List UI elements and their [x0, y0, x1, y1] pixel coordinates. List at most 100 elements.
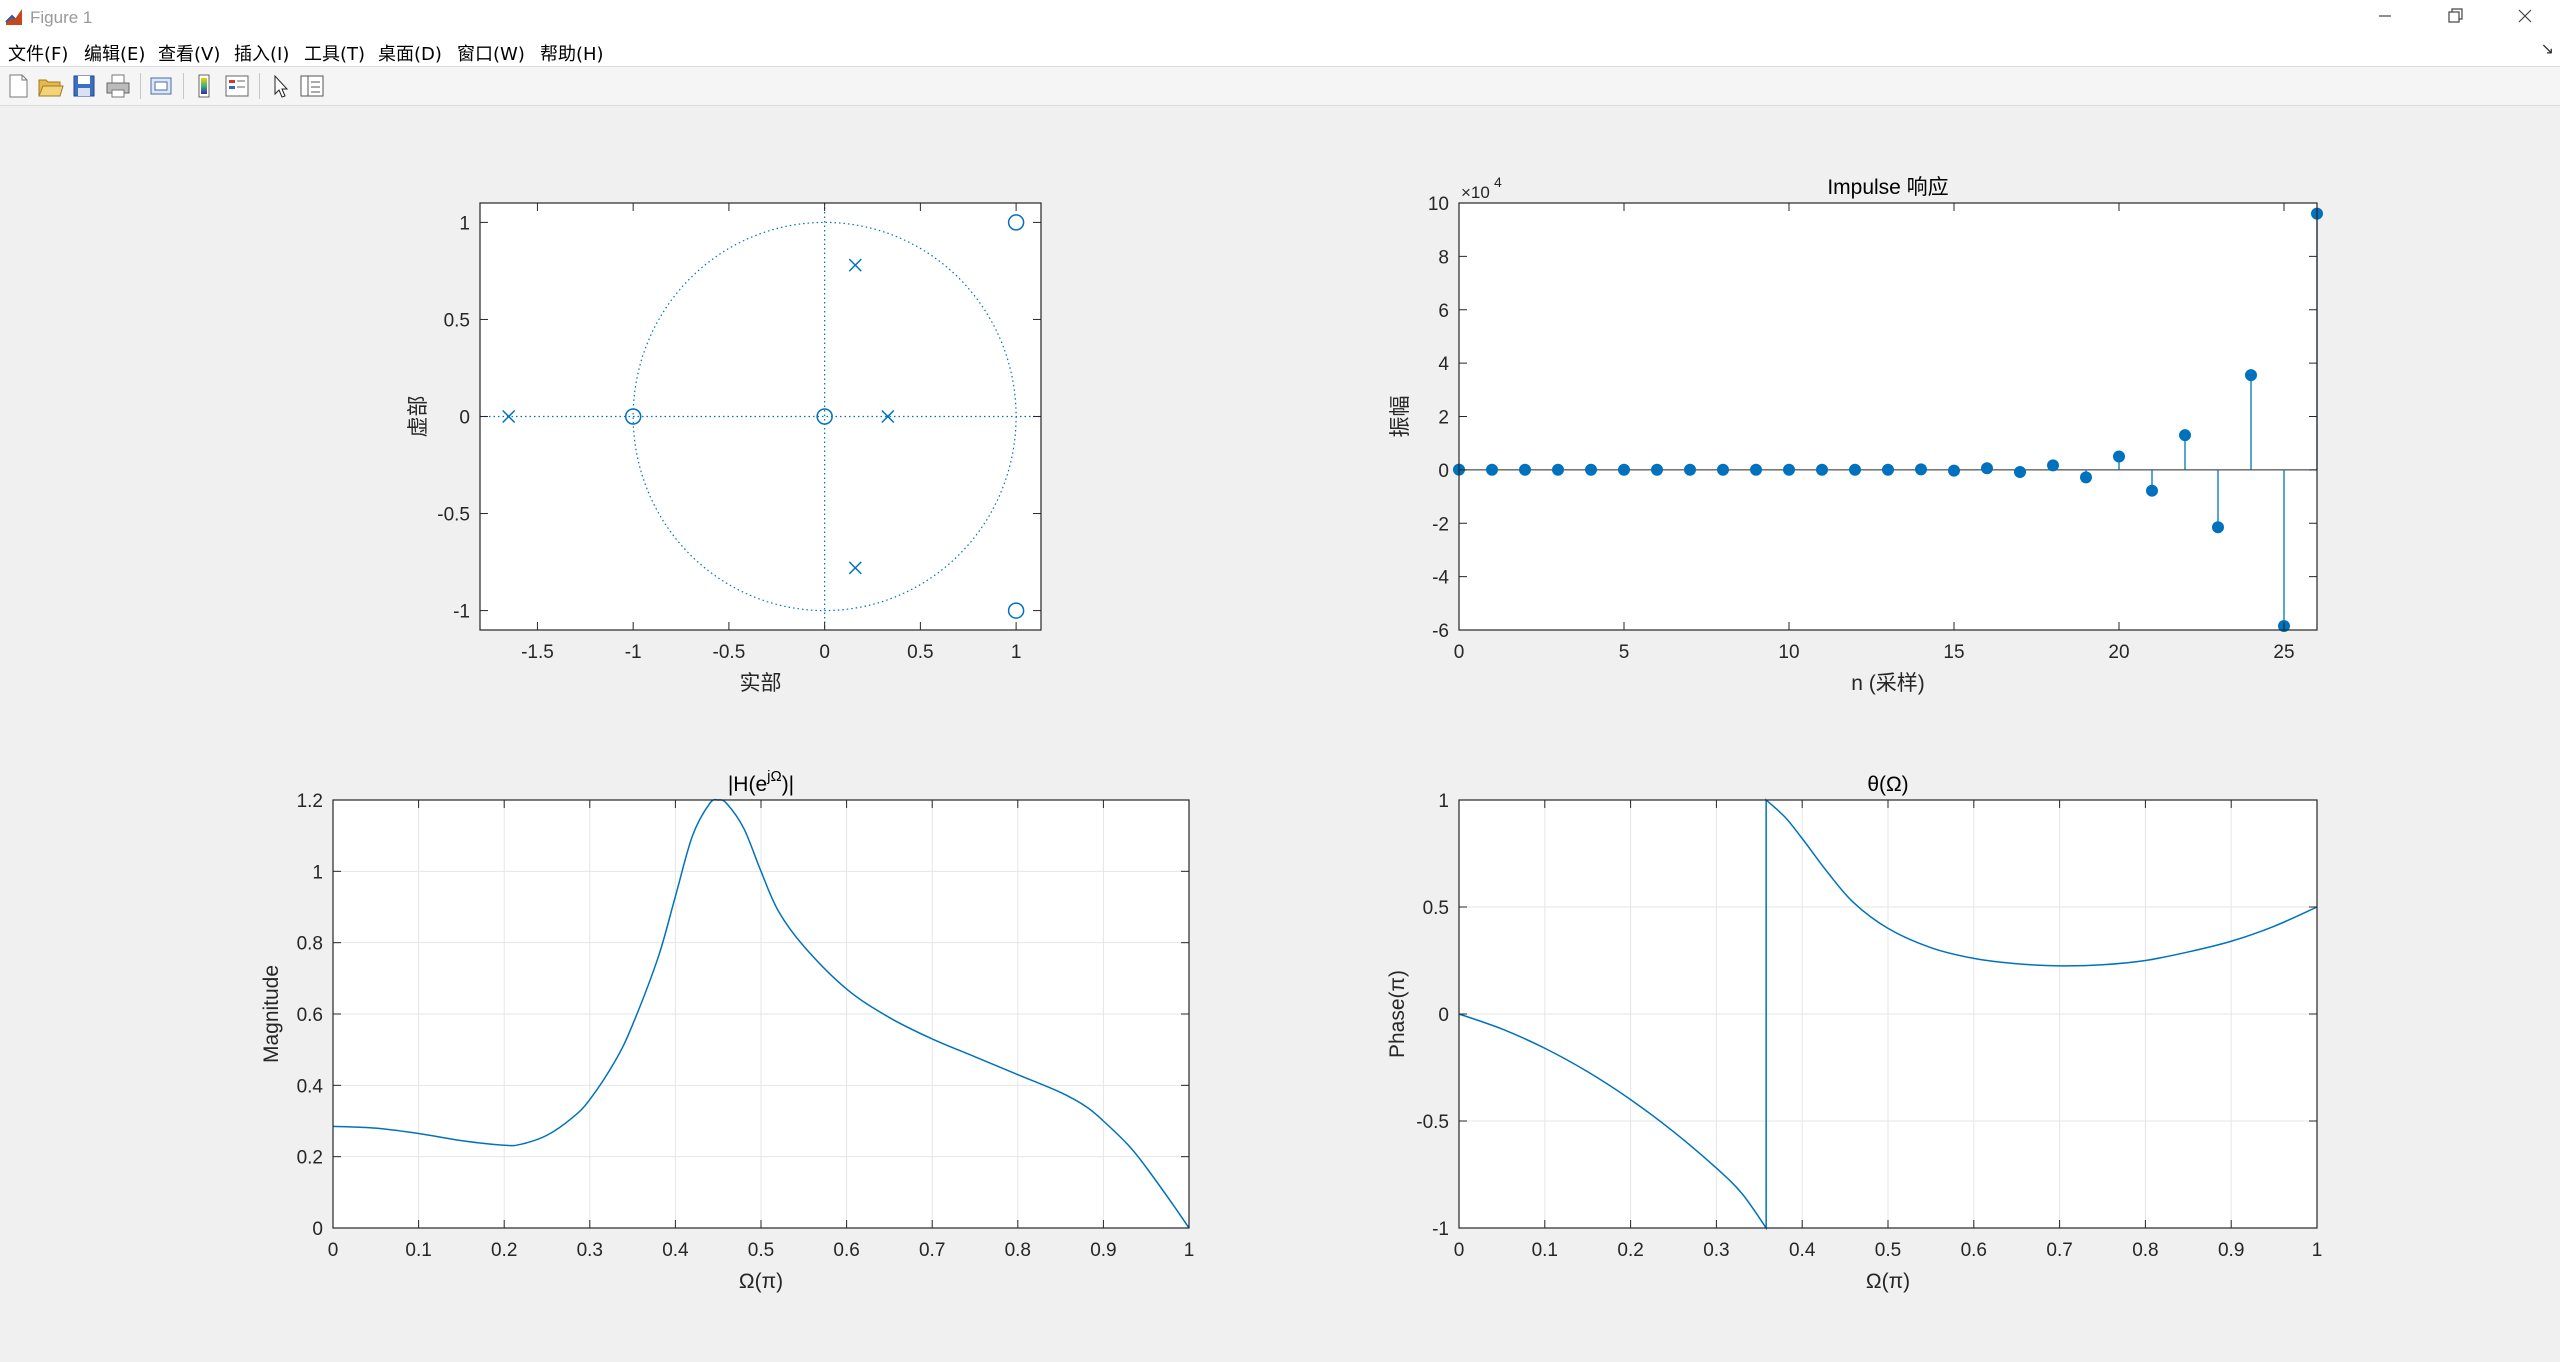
title-main: |H(e — [728, 773, 767, 796]
y-tick-label: 2 — [1438, 408, 1449, 429]
x-tick-label: 0.9 — [1090, 1240, 1116, 1261]
y-tick-label: 0.2 — [297, 1148, 323, 1169]
save-icon[interactable] — [70, 72, 98, 100]
y-tick-label: -0.5 — [437, 505, 470, 526]
pole-marker-stroke — [848, 258, 862, 272]
x-tick-label: 20 — [2108, 642, 2129, 663]
axes-frame — [332, 799, 1190, 1229]
property-editor-icon[interactable] — [223, 72, 251, 100]
stem-marker — [1948, 464, 1960, 477]
restore-icon[interactable] — [2425, 0, 2485, 33]
chart-title: θ(Ω) — [1867, 773, 1908, 796]
y-axis-label: Magnitude — [260, 965, 283, 1063]
x-tick-label: 0.8 — [1005, 1240, 1031, 1261]
y-tick-label: 1.2 — [297, 791, 323, 812]
x-tick-label: 0.7 — [2046, 1240, 2072, 1261]
menu-insert[interactable]: 插入(I) — [234, 44, 290, 65]
minimize-icon[interactable] — [2355, 0, 2415, 33]
toolbar-separator — [140, 73, 141, 99]
y-axis-label: 虚部 — [407, 396, 430, 438]
pole-marker-stroke — [881, 409, 895, 424]
x-axis-label: 实部 — [740, 672, 782, 695]
x-tick-label: 0.7 — [919, 1240, 945, 1261]
window-title-bar: Figure 1 — [0, 0, 2560, 33]
pole-marker-stroke — [848, 561, 862, 575]
pole-marker-stroke — [881, 409, 895, 424]
x-tick-label: 0 — [1454, 1240, 1465, 1261]
axes-4: 0 0.1 0.2 0.3 0.4 0.5 0.6 0.7 0.8 0.9 1 -1 -0.5 0 0.5 1… — [1386, 773, 2322, 1293]
new-figure-icon[interactable] — [4, 72, 32, 100]
x-axis-label: Ω(π) — [739, 1270, 783, 1293]
menu-file[interactable]: 文件(F) — [8, 44, 69, 65]
print-preview-icon[interactable] — [147, 72, 175, 100]
toolbar-separator — [259, 73, 260, 99]
open-file-icon[interactable] — [36, 72, 64, 100]
x-tick-label: 0.5 — [748, 1240, 774, 1261]
menu-view[interactable]: 查看(V) — [158, 44, 221, 65]
stem-marker — [2080, 471, 2092, 484]
link-plot-icon[interactable] — [190, 72, 218, 100]
stem-marker — [2278, 619, 2290, 632]
pointer-icon[interactable] — [266, 72, 294, 100]
plot-area — [1459, 203, 2317, 630]
axes-frame — [1458, 799, 2318, 1229]
x-tick-label: 1 — [2312, 1240, 2323, 1261]
x-tick-label: 0.1 — [405, 1240, 431, 1261]
x-tick-label: -1.5 — [521, 642, 554, 663]
x-tick-label: 0.2 — [1617, 1240, 1643, 1261]
stem-marker — [2311, 207, 2323, 220]
stem-marker — [2146, 484, 2158, 497]
y-tick-label: -6 — [1432, 621, 1449, 642]
series-line — [1458, 798, 2318, 1231]
title-superscript: jΩ — [766, 768, 782, 785]
y-axis-label: 振幅 — [1389, 396, 1412, 438]
pole-marker — [848, 561, 862, 575]
stem-marker — [1750, 463, 1762, 476]
y-tick-label: 0 — [1438, 1005, 1449, 1026]
pole-marker — [502, 409, 516, 424]
x-axis-label: Ω(π) — [1866, 1270, 1910, 1293]
x-tick-label: 25 — [2273, 642, 2294, 663]
menu-edit[interactable]: 编辑(E) — [84, 44, 146, 65]
matlab-app-icon — [4, 7, 24, 27]
stem-marker — [1486, 463, 1498, 476]
stem-marker — [1618, 463, 1630, 476]
plot-area — [480, 203, 1041, 630]
menu-desktop[interactable]: 桌面(D) — [378, 44, 442, 65]
x-tick-label: 0.1 — [1532, 1240, 1558, 1261]
y-tick-label: 6 — [1438, 301, 1449, 322]
menu-help[interactable]: 帮助(H) — [540, 44, 604, 65]
axes-1: -1.5 -1 -0.5 0 0.5 1 -1 -0.5 0 0.5 1 实部 虚部 — [407, 202, 1042, 695]
stem-marker — [1783, 463, 1795, 476]
stem-marker — [1882, 463, 1894, 476]
x-tick-label: 0.8 — [2132, 1240, 2158, 1261]
x-tick-label: 0 — [328, 1240, 339, 1261]
axes-2: 0 5 10 15 20 25 -6 -4 -2 0 2 4 6 8 10 n (采样) 振幅 Impulse 响… — [1389, 174, 2323, 695]
figure-toolbar — [0, 67, 2560, 106]
print-icon[interactable] — [104, 72, 132, 100]
close-icon[interactable] — [2495, 0, 2555, 33]
plot-area — [1459, 800, 2317, 1228]
y-tick-label: 4 — [1438, 354, 1449, 375]
menu-tools[interactable]: 工具(T) — [304, 44, 366, 65]
x-axis-label: n (采样) — [1851, 672, 1925, 695]
y-tick-label: 0.5 — [1423, 898, 1449, 919]
menu-window[interactable]: 窗口(W) — [457, 44, 525, 65]
x-tick-label: 0.2 — [491, 1240, 517, 1261]
chart-title: |H(ejΩ)| — [728, 768, 794, 796]
stem-marker — [1915, 463, 1927, 476]
zero-marker — [1007, 214, 1025, 231]
x-tick-label: 0.6 — [1961, 1240, 1987, 1261]
zero-marker — [624, 408, 642, 425]
pole-marker — [848, 258, 862, 272]
zero-marker — [1007, 602, 1025, 619]
insert-legend-icon[interactable] — [298, 72, 326, 100]
exponent-label: ×10 — [1461, 183, 1490, 202]
stem-marker — [1981, 462, 1993, 475]
stem-marker — [1816, 463, 1828, 476]
x-tick-label: 0.3 — [577, 1240, 603, 1261]
stem-marker — [2245, 369, 2257, 382]
dock-arrow-icon[interactable]: ↘ — [2540, 39, 2554, 58]
x-tick-label: 0.5 — [1875, 1240, 1901, 1261]
x-tick-label: -1 — [625, 642, 642, 663]
